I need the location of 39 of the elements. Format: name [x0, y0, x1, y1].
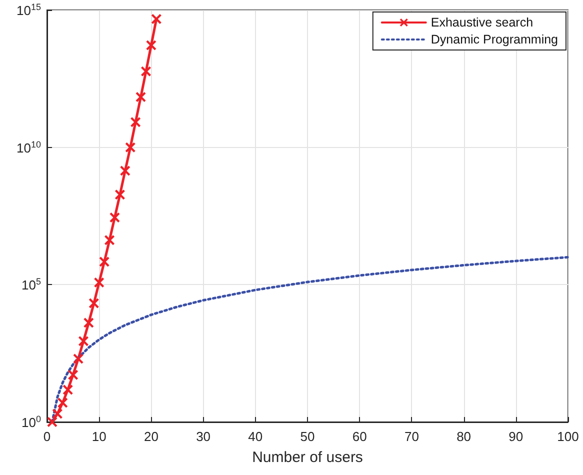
- point: [151, 14, 162, 24]
- x-tick-label: 10: [92, 429, 106, 444]
- x-tick-label: 80: [456, 429, 472, 444]
- x-tick-label: 0: [43, 429, 51, 444]
- point: [130, 117, 141, 128]
- x-tick-label: 60: [352, 429, 367, 444]
- point: [120, 166, 130, 176]
- point: [140, 66, 151, 76]
- x-tick-label: 20: [144, 429, 158, 444]
- point: [68, 370, 78, 380]
- y-tick-label: 10$^{0}$: [22, 414, 41, 430]
- legend-label: Dynamic Programming: [430, 32, 558, 46]
- point: [146, 40, 156, 50]
- y-tick-label: 10$^{15}$: [16, 2, 41, 18]
- legend-label: Exhaustive search: [430, 16, 534, 30]
- x-tick-label: 40: [248, 429, 263, 444]
- point: [99, 256, 110, 267]
- x-tick-label: 70: [404, 429, 419, 444]
- x-tick-label: 90: [508, 429, 524, 444]
- point: [136, 92, 146, 102]
- point: [52, 408, 62, 419]
- x-axis-title: Number of users: [252, 449, 363, 466]
- point: [88, 298, 99, 308]
- point: [84, 318, 94, 328]
- point: [110, 212, 120, 222]
- point: [125, 142, 136, 152]
- point: [73, 354, 84, 364]
- x-tick-label: 100: [557, 429, 579, 444]
- point: [94, 277, 104, 288]
- point: [114, 190, 125, 200]
- point: [78, 336, 88, 346]
- x-tick-label: 30: [196, 429, 211, 444]
- point: [62, 384, 73, 395]
- point: [47, 417, 58, 427]
- y-tick-label: 10$^{10}$: [16, 139, 41, 156]
- point: [58, 398, 68, 408]
- y-tick-label: 10$^{5}$: [22, 276, 41, 293]
- x-tick-label: 50: [300, 429, 315, 444]
- point: [104, 235, 115, 246]
